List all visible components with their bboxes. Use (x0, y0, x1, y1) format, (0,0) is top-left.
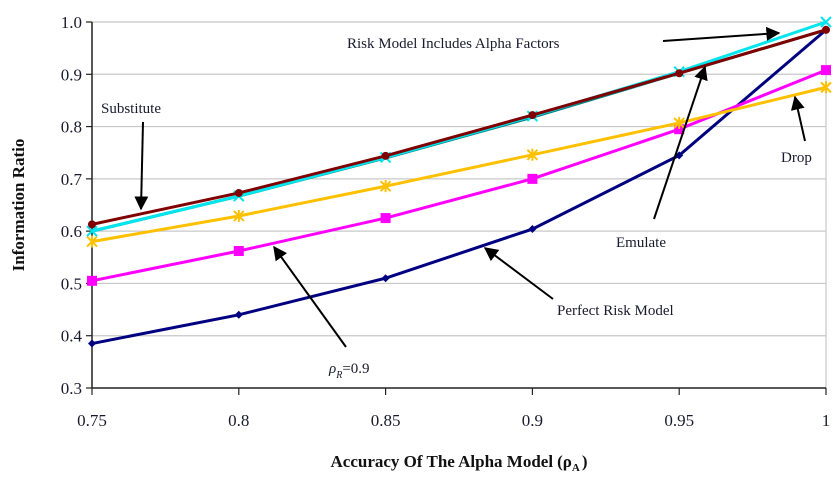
series-rho-r-0-9 (87, 65, 831, 286)
data-point (527, 173, 538, 184)
x-axis-title-subscript: A (572, 462, 580, 474)
data-point (822, 25, 830, 34)
data-point (528, 225, 537, 234)
y-tick-label: 0.9 (61, 65, 82, 84)
y-tick-label: 0.3 (61, 379, 82, 398)
x-tick-label: 1 (822, 411, 831, 430)
annotation-risk-model-includes-alpha-factors: Risk Model Includes Alpha Factors (347, 36, 560, 52)
rho-subscript: R (335, 370, 342, 381)
x-axis-title-symbol: ρ (563, 452, 572, 471)
data-point (528, 111, 537, 120)
x-axis-title: Accuracy Of The Alpha Model (ρA) (331, 452, 588, 474)
y-axis-title: Information Ratio (9, 139, 28, 272)
annotation-substitute: Substitute (101, 101, 161, 117)
data-point (380, 213, 391, 224)
arrow-perfect-risk-model (483, 247, 554, 300)
y-tick-label: 0.6 (61, 222, 82, 241)
rho-value: =0.9 (342, 361, 369, 377)
data-point (674, 124, 685, 135)
y-tick-label: 0.8 (61, 118, 82, 137)
y-tick-label: 1.0 (61, 13, 82, 32)
arrow-emulate (653, 65, 708, 220)
arrow-drop (790, 95, 806, 142)
data-point (381, 151, 390, 160)
annotation-perfect-risk-model: Perfect Risk Model (557, 303, 674, 319)
x-tick-label: 0.95 (664, 411, 694, 430)
data-point (86, 235, 98, 248)
annotations: Substitute Risk Model Includes Alpha Fac… (101, 26, 812, 381)
data-point (821, 65, 831, 76)
arrow-rho-r (273, 245, 347, 348)
series-lines (86, 16, 832, 348)
x-axis-title-text: Accuracy Of The Alpha Model (331, 452, 554, 471)
grid (92, 21, 827, 388)
y-tick-labels: 0.3 0.4 0.5 0.6 0.7 0.8 0.9 1.0 (61, 13, 83, 398)
data-point (234, 310, 243, 319)
y-tick-label: 0.4 (61, 327, 83, 346)
annotation-rho-r: ρR=0.9 (328, 361, 370, 381)
data-point (820, 81, 832, 94)
data-point (87, 275, 97, 286)
x-tick-label: 0.75 (77, 411, 107, 430)
annotation-drop: Drop (781, 150, 812, 166)
data-point (233, 209, 245, 222)
y-tick-label: 0.5 (61, 274, 82, 293)
data-point (233, 246, 244, 257)
data-point (673, 116, 685, 129)
data-point (675, 69, 684, 78)
rho-symbol: ρ (328, 361, 336, 377)
y-tick-label: 0.7 (61, 170, 83, 189)
series-line (91, 68, 827, 283)
data-point (234, 188, 243, 197)
data-point (526, 148, 539, 161)
series-line (91, 85, 827, 244)
axes (86, 21, 827, 395)
data-point (379, 180, 392, 193)
arrow-risk-model-includes-alpha-factors (662, 26, 781, 42)
data-point (88, 220, 96, 229)
x-tick-label: 0.85 (371, 411, 401, 430)
data-point (381, 274, 390, 283)
data-point (675, 151, 684, 160)
x-tick-label: 0.9 (522, 411, 543, 430)
x-tick-labels: 0.75 0.8 0.85 0.9 0.95 1 (77, 411, 830, 430)
data-point (86, 225, 98, 237)
arrow-substitute (134, 121, 149, 211)
series-line (91, 28, 827, 346)
series-drop (86, 81, 832, 248)
annotation-emulate: Emulate (616, 235, 666, 251)
data-point (820, 16, 832, 28)
x-tick-label: 0.8 (228, 411, 249, 430)
data-point (88, 339, 96, 348)
